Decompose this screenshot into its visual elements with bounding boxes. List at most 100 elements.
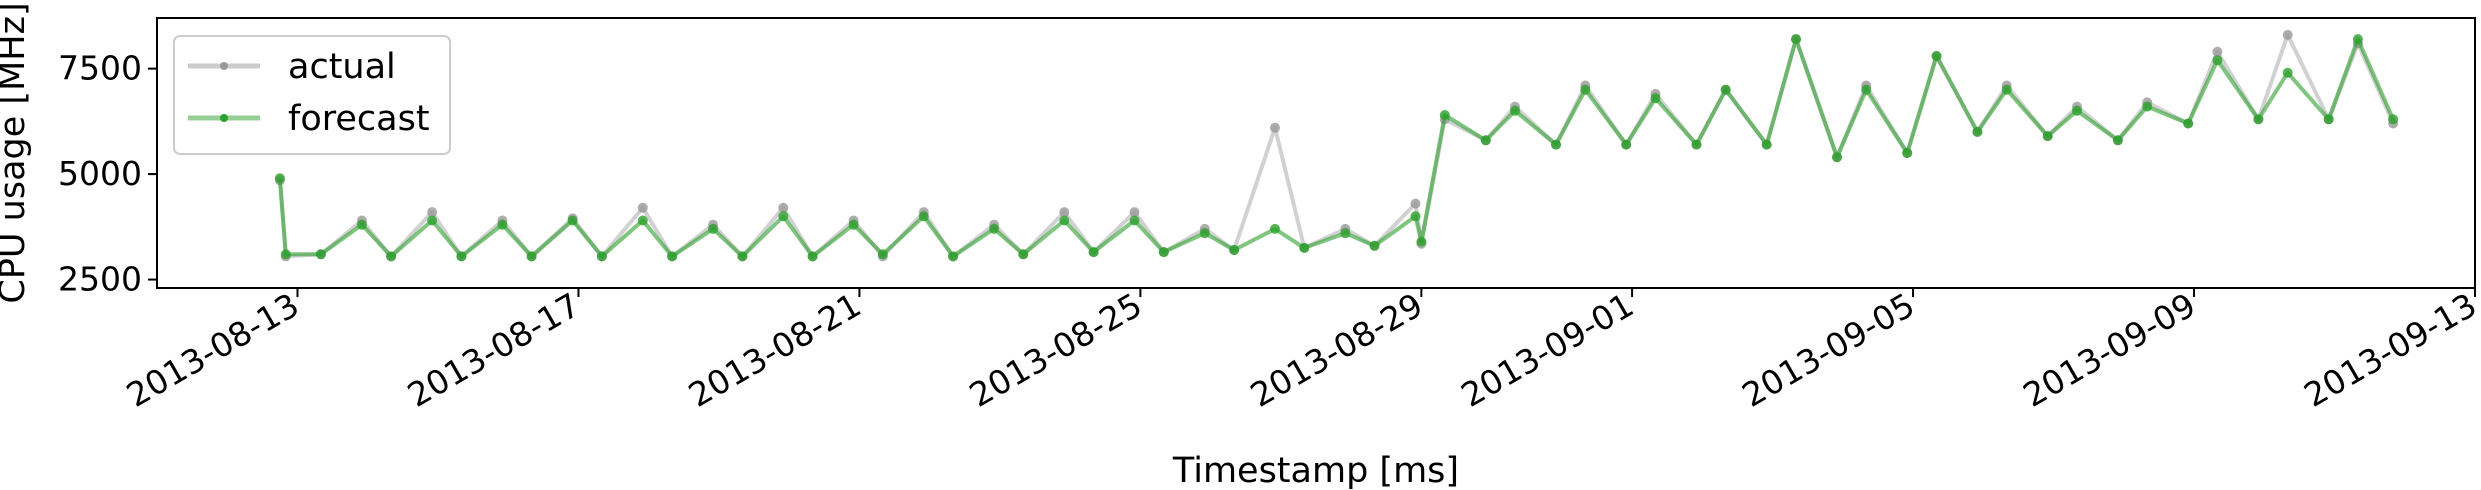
data-point-forecast-32 — [1369, 240, 1380, 251]
data-point-forecast-60 — [2323, 114, 2334, 125]
data-point-forecast-15 — [778, 211, 789, 222]
series-actual — [274, 29, 2399, 262]
x-tick-label-0: 2013-08-13 — [120, 285, 306, 415]
data-point-forecast-46 — [1832, 152, 1842, 163]
data-point-forecast-57 — [2212, 55, 2223, 66]
data-point-forecast-29 — [1270, 223, 1280, 234]
data-point-forecast-58 — [2253, 114, 2264, 125]
data-point-forecast-53 — [2072, 105, 2082, 116]
data-point-forecast-28 — [1229, 245, 1240, 255]
x-tick-label-7: 2013-09-09 — [2016, 285, 2202, 415]
data-point-forecast-12 — [667, 251, 678, 262]
x-tick-label-2: 2013-08-21 — [682, 285, 868, 415]
x-tick-label-8: 2013-09-13 — [2297, 285, 2481, 415]
data-point-forecast-30 — [1299, 242, 1310, 253]
data-point-forecast-20 — [948, 251, 959, 262]
legend-forecast-label: forecast — [288, 99, 430, 139]
data-point-forecast-48 — [1902, 148, 1913, 158]
data-point-forecast-13 — [708, 223, 719, 234]
data-point-actual-5 — [427, 207, 438, 218]
y-tick-label-2: 7500 — [58, 49, 142, 88]
data-point-forecast-33 — [1410, 211, 1421, 222]
data-point-actual-57 — [2212, 46, 2223, 57]
x-tick-label-5: 2013-09-01 — [1455, 285, 1641, 415]
series-line-actual — [277, 32, 2395, 259]
data-point-forecast-49 — [1931, 51, 1942, 61]
x-tick-label-1: 2013-08-17 — [401, 285, 587, 415]
data-point-forecast-19 — [918, 211, 929, 222]
data-point-forecast-22 — [1018, 249, 1029, 260]
plot-content — [274, 29, 2399, 262]
y-axis-ticks: 2500 5000 7500 — [58, 49, 157, 299]
data-point-forecast-38 — [1551, 139, 1561, 150]
data-point-actual-25 — [1129, 207, 1140, 218]
data-point-forecast-61 — [2352, 34, 2363, 45]
data-point-forecast-6 — [456, 251, 467, 262]
data-point-forecast-52 — [2042, 131, 2053, 142]
x-axis-ticks: 2013-08-13 2013-08-17 2013-08-21 2013-08-25… — [120, 285, 2481, 415]
data-point-forecast-56 — [2183, 118, 2194, 129]
data-point-forecast-1 — [280, 249, 291, 260]
data-point-actual-11 — [637, 202, 648, 213]
data-point-forecast-18 — [877, 249, 888, 260]
data-point-forecast-39 — [1580, 84, 1591, 95]
data-point-forecast-47 — [1861, 84, 1872, 95]
data-point-forecast-51 — [2001, 84, 2012, 95]
x-tick-label-3: 2013-08-25 — [963, 285, 1149, 415]
data-point-forecast-21 — [989, 223, 1000, 234]
data-point-forecast-14 — [737, 251, 748, 262]
data-point-forecast-11 — [637, 215, 648, 226]
y-tick-label-0: 2500 — [58, 260, 142, 299]
data-point-forecast-62 — [2388, 114, 2399, 125]
data-point-forecast-16 — [807, 251, 818, 262]
data-point-forecast-59 — [2282, 67, 2293, 78]
data-point-forecast-36 — [1480, 135, 1491, 146]
data-point-forecast-17 — [848, 219, 859, 230]
data-point-forecast-24 — [1088, 247, 1099, 258]
y-tick-label-1: 5000 — [58, 154, 142, 193]
data-point-forecast-43 — [1720, 84, 1731, 95]
y-axis-label: CPU usage [MHz] — [0, 2, 33, 303]
data-point-forecast-7 — [497, 219, 508, 230]
series-line-forecast — [277, 37, 2395, 259]
data-point-forecast-10 — [596, 251, 607, 262]
data-point-forecast-26 — [1158, 247, 1169, 258]
data-point-forecast-41 — [1650, 93, 1661, 104]
data-point-forecast-40 — [1621, 139, 1632, 150]
data-point-forecast-45 — [1791, 34, 1801, 45]
data-point-forecast-44 — [1761, 139, 1772, 150]
data-point-forecast-27 — [1199, 228, 1210, 239]
axes-frame — [156, 17, 2476, 289]
data-point-forecast-35 — [1439, 110, 1450, 120]
legend-forecast-marker — [220, 114, 228, 122]
data-point-actual-33 — [1410, 198, 1421, 209]
x-axis-label: Timestamp [ms] — [1172, 451, 1459, 490]
x-tick-label-6: 2013-09-05 — [1735, 285, 1921, 415]
series-forecast — [274, 34, 2399, 262]
data-point-actual-23 — [1059, 207, 1070, 218]
data-point-forecast-25 — [1129, 215, 1140, 226]
data-point-actual-15 — [778, 202, 789, 213]
data-point-forecast-54 — [2112, 135, 2123, 146]
legend-actual-label: actual — [288, 47, 396, 87]
data-point-forecast-9 — [567, 215, 578, 226]
data-point-forecast-31 — [1340, 228, 1351, 239]
legend-actual-marker — [220, 62, 228, 70]
data-point-forecast-3 — [356, 219, 367, 230]
data-point-forecast-8 — [526, 251, 537, 262]
data-point-actual-29 — [1270, 122, 1280, 133]
data-point-forecast-55 — [2142, 101, 2153, 112]
data-point-forecast-23 — [1059, 215, 1070, 226]
data-point-forecast-34 — [1416, 236, 1427, 247]
legend: actual forecast — [173, 35, 451, 155]
data-point-forecast-4 — [386, 251, 397, 262]
data-point-forecast-0 — [274, 173, 285, 184]
data-point-forecast-42 — [1691, 139, 1702, 150]
data-point-forecast-2 — [315, 249, 326, 260]
x-tick-label-4: 2013-08-29 — [1244, 285, 1430, 415]
data-point-forecast-5 — [427, 215, 438, 226]
data-point-actual-59 — [2282, 29, 2293, 40]
data-point-forecast-37 — [1510, 105, 1520, 116]
